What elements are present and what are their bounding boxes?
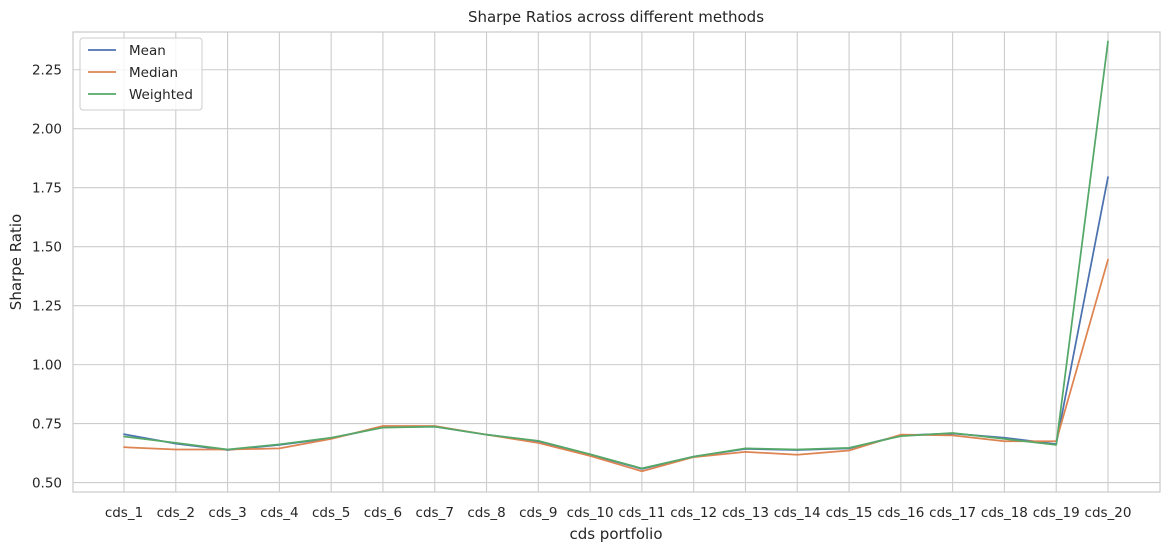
series-line-weighted — [123, 40, 1109, 470]
series-lines — [123, 40, 1109, 473]
x-tick-label: cds_4 — [260, 505, 298, 521]
y-tick-label: 1.75 — [32, 181, 62, 197]
x-tick-label: cds_2 — [157, 505, 195, 521]
x-tick-label: cds_15 — [826, 505, 873, 521]
x-axis-label: cds portfolio — [569, 525, 662, 543]
x-tick-label: cds_11 — [618, 505, 665, 521]
chart-title: Sharpe Ratios across different methods — [468, 8, 764, 26]
y-tick-label: 1.25 — [32, 299, 62, 315]
legend: Mean Median Weighted — [79, 37, 203, 111]
x-tick-label: cds_13 — [722, 505, 769, 521]
y-tick-label: 0.50 — [32, 476, 62, 492]
x-tick-label: cds_10 — [567, 505, 614, 521]
legend-label-weighted: Weighted — [129, 87, 193, 103]
x-tick-label: cds_6 — [364, 505, 402, 521]
x-tick-label: cds_20 — [1085, 505, 1132, 521]
x-tick-label: cds_19 — [1033, 505, 1080, 521]
x-tick-label: cds_5 — [312, 505, 350, 521]
x-tick-label: cds_18 — [981, 505, 1028, 521]
x-tick-label: cds_9 — [519, 505, 557, 521]
series-line-median — [123, 258, 1109, 473]
x-tick-label: cds_17 — [929, 505, 976, 521]
x-tick-label: cds_16 — [877, 505, 924, 521]
y-tick-label: 2.25 — [32, 63, 62, 79]
legend-box — [79, 37, 203, 111]
x-tick-label: cds_3 — [208, 505, 246, 521]
y-tick-label: 2.00 — [32, 122, 62, 138]
x-tick-labels: cds_1 cds_2 cds_3 cds_4 cds_5 cds_6 cds_7 cds_8… — [105, 505, 1132, 521]
y-tick-label: 1.50 — [32, 240, 62, 256]
plot-background — [73, 32, 1160, 492]
x-tick-label: cds_12 — [670, 505, 717, 521]
plot-frame — [72, 31, 1161, 493]
grid — [73, 32, 1160, 492]
x-tick-label: cds_8 — [467, 505, 505, 521]
legend-label-median: Median — [129, 65, 178, 81]
x-tick-label: cds_7 — [416, 505, 454, 521]
y-axis-label: Sharpe Ratio — [7, 214, 25, 310]
legend-label-mean: Mean — [129, 43, 166, 59]
y-tick-label: 1.00 — [32, 358, 62, 374]
x-tick-label: cds_14 — [774, 505, 821, 521]
y-tick-label: 0.75 — [32, 417, 62, 433]
y-tick-labels: 0.50 0.75 1.00 1.25 1.50 1.75 2.00 2.25 — [32, 63, 62, 492]
x-tick-label: cds_1 — [105, 505, 143, 521]
